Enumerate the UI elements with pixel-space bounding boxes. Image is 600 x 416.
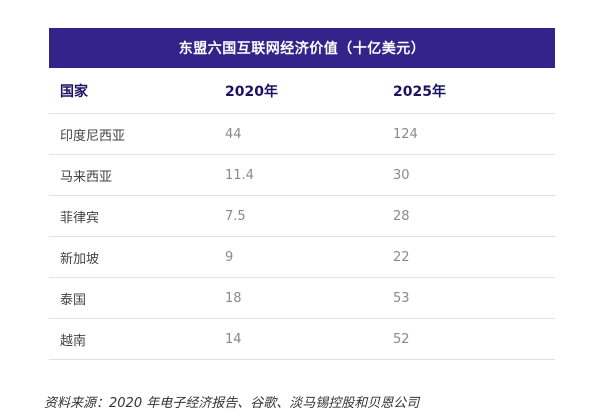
table-title: 东盟六国互联网经济价值（十亿美元）: [49, 28, 555, 68]
cell-2020: 7.5: [225, 208, 246, 224]
source-note: 资料来源：2020 年电子经济报告、谷歌、淡马锡控股和贝恩公司: [44, 396, 420, 411]
cell-2025: 30: [393, 167, 410, 183]
table-row: 越南 14 52: [49, 319, 555, 360]
table-row: 新加坡 9 22: [49, 237, 555, 278]
cell-country: 泰国: [60, 292, 87, 308]
cell-2025: 53: [393, 290, 410, 306]
cell-country: 越南: [60, 333, 87, 349]
table-row: 泰国 18 53: [49, 278, 555, 319]
cell-2025: 124: [393, 126, 418, 142]
cell-2020: 18: [225, 290, 242, 306]
cell-2025: 22: [393, 249, 410, 265]
table-row: 菲律宾 7.5 28: [49, 196, 555, 237]
column-header-2020: 2020年: [225, 83, 278, 100]
column-header-country: 国家: [60, 83, 88, 100]
column-header-2025: 2025年: [393, 83, 446, 100]
cell-2020: 11.4: [225, 167, 254, 183]
data-table: 东盟六国互联网经济价值（十亿美元） 国家 2020年 2025年 印度尼西亚 4…: [49, 28, 555, 360]
cell-2020: 44: [225, 126, 242, 142]
cell-country: 新加坡: [60, 251, 100, 267]
cell-country: 菲律宾: [60, 210, 100, 226]
table-row: 印度尼西亚 44 124: [49, 114, 555, 155]
cell-2025: 28: [393, 208, 410, 224]
cell-country: 马来西亚: [60, 169, 113, 185]
cell-2020: 9: [225, 249, 234, 265]
table-header-row: 国家 2020年 2025年: [49, 68, 555, 114]
table-row: 马来西亚 11.4 30: [49, 155, 555, 196]
cell-country: 印度尼西亚: [60, 128, 126, 144]
cell-2025: 52: [393, 331, 410, 347]
cell-2020: 14: [225, 331, 242, 347]
